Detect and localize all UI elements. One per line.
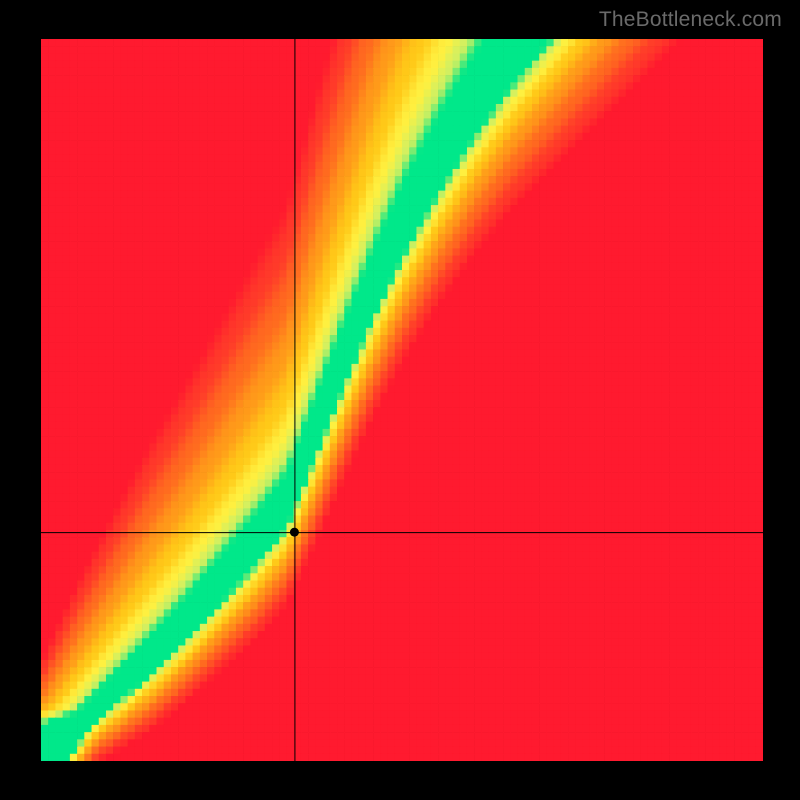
watermark-text: TheBottleneck.com (599, 8, 782, 32)
bottleneck-heatmap (41, 39, 763, 761)
chart-container: TheBottleneck.com (0, 0, 800, 800)
